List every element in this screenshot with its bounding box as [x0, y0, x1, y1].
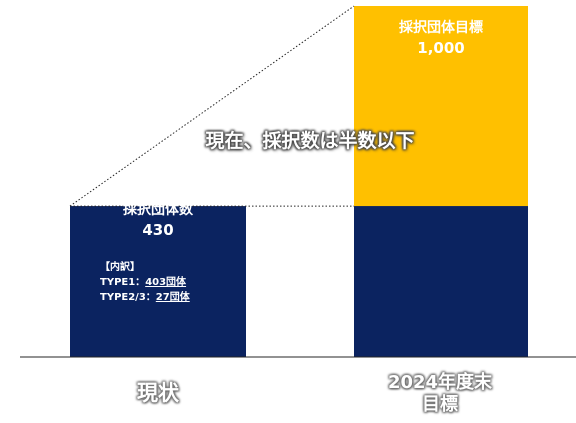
category-label-target: 2024年度末 目標: [387, 372, 493, 415]
breakdown-value-type1: 403団体: [145, 277, 187, 288]
bar-current: [70, 206, 246, 357]
breakdown-row-type1: TYPE1：403団体: [100, 275, 190, 290]
breakdown-value-type23: 27団体: [155, 292, 190, 303]
bar-series-label-target: 採択団体目標: [399, 20, 483, 36]
breakdown-header: 【内訳】: [100, 262, 140, 273]
bar-label-current: 採択団体数 430: [70, 200, 246, 240]
category-label-current: 現状: [137, 381, 179, 405]
bar-target-current-segment: [354, 206, 528, 357]
breakdown-row-type23: TYPE2/3：27団体: [100, 290, 190, 305]
breakdown-block: 【内訳】 TYPE1：403団体 TYPE2/3：27団体: [100, 260, 190, 305]
breakdown-label-type23: TYPE2/3：: [100, 292, 156, 303]
breakdown-label-type1: TYPE1：: [100, 277, 146, 288]
bar-series-label-current: 採択団体数: [123, 202, 193, 218]
bar-value-label-target: 1,000: [417, 39, 465, 57]
growth-trend-guide: [69, 5, 355, 207]
annotation-callout: 現在、採択数は半数以下: [205, 130, 415, 152]
bar-label-target: 採択団体目標 1,000: [354, 18, 528, 58]
bar-value-label-current: 430: [142, 221, 174, 239]
